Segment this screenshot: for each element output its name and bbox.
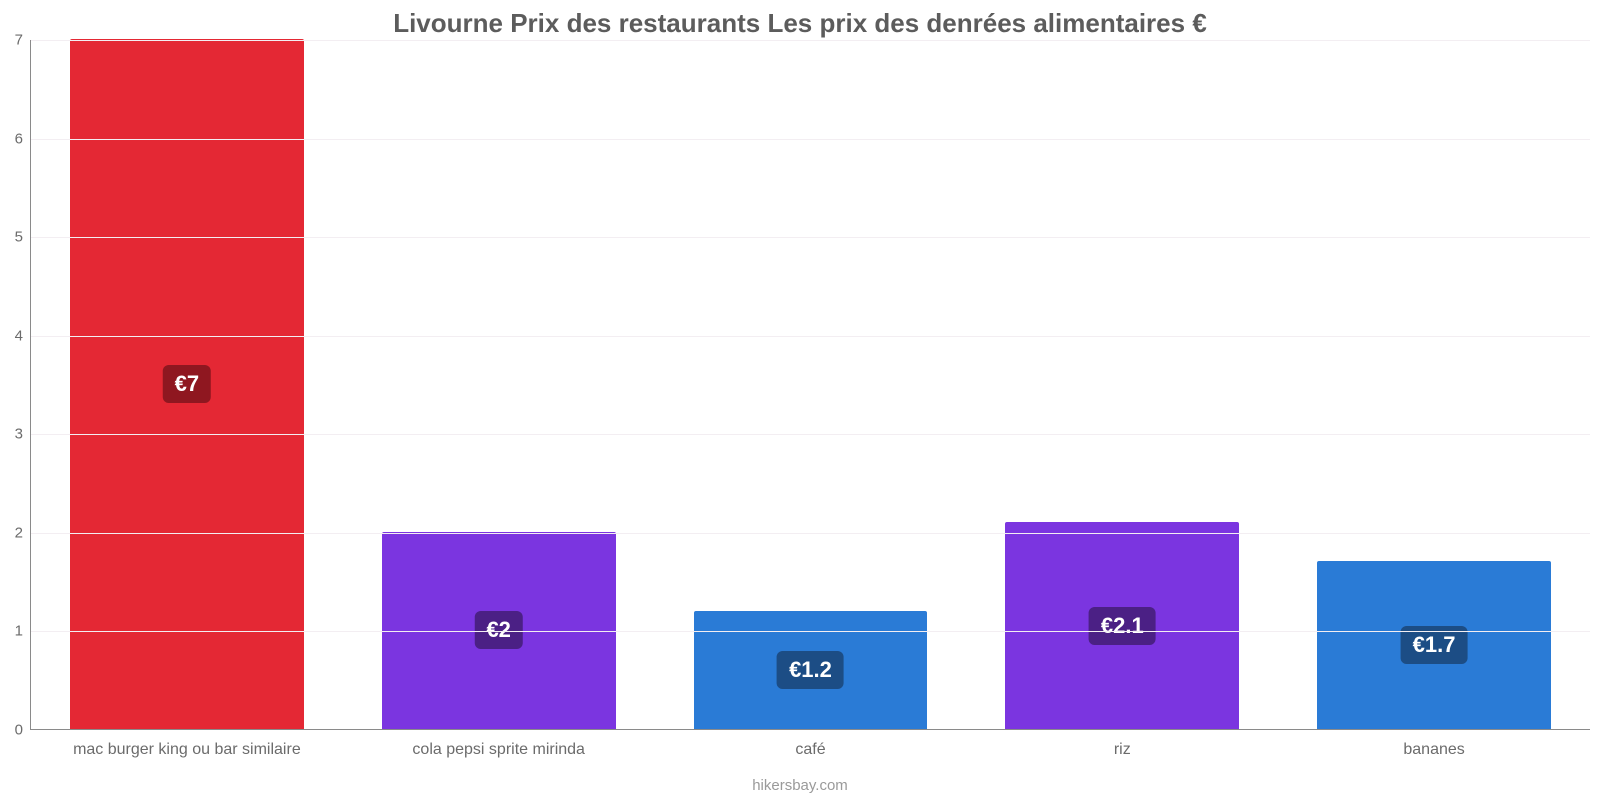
gridline [31,40,1590,41]
bars-row: €7mac burger king ou bar similaire€2cola… [31,40,1590,729]
bar: €2 [382,532,616,729]
x-tick-label: riz [1114,741,1131,759]
bar-slot: €7mac burger king ou bar similaire [31,40,343,729]
gridline [31,139,1590,140]
chart-container: Livourne Prix des restaurants Les prix d… [0,0,1600,800]
y-tick-label: 5 [15,229,23,246]
gridline [31,336,1590,337]
bar-slot: €2cola pepsi sprite mirinda [343,40,655,729]
chart-title: Livourne Prix des restaurants Les prix d… [0,8,1600,39]
y-tick-label: 2 [15,524,23,541]
gridline [31,237,1590,238]
bar-value-badge: €7 [163,365,211,403]
bar: €1.7 [1317,561,1551,729]
bar-value-badge: €1.2 [777,651,844,689]
x-tick-label: bananes [1403,741,1464,759]
bar-value-badge: €2.1 [1089,607,1156,645]
y-tick-label: 3 [15,426,23,443]
gridline [31,631,1590,632]
bar: €2.1 [1005,522,1239,729]
plot-area: €7mac burger king ou bar similaire€2cola… [30,40,1590,730]
footer-credit: hikersbay.com [0,777,1600,794]
gridline [31,533,1590,534]
gridline [31,434,1590,435]
bar-slot: €2.1riz [966,40,1278,729]
y-tick-label: 1 [15,623,23,640]
bar: €7 [70,39,304,729]
x-tick-label: mac burger king ou bar similaire [73,741,301,759]
y-tick-label: 7 [15,32,23,49]
bar-slot: €1.7bananes [1278,40,1590,729]
x-tick-label: cola pepsi sprite mirinda [412,741,585,759]
bar: €1.2 [694,611,928,729]
x-tick-label: café [795,741,825,759]
bar-slot: €1.2café [655,40,967,729]
y-tick-label: 0 [15,722,23,739]
y-tick-label: 6 [15,130,23,147]
y-tick-label: 4 [15,327,23,344]
